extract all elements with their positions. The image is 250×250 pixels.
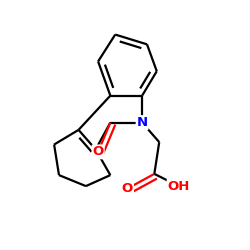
Text: O: O	[92, 146, 104, 158]
Text: OH: OH	[168, 180, 190, 192]
Text: O: O	[122, 182, 133, 195]
Text: N: N	[136, 116, 148, 129]
